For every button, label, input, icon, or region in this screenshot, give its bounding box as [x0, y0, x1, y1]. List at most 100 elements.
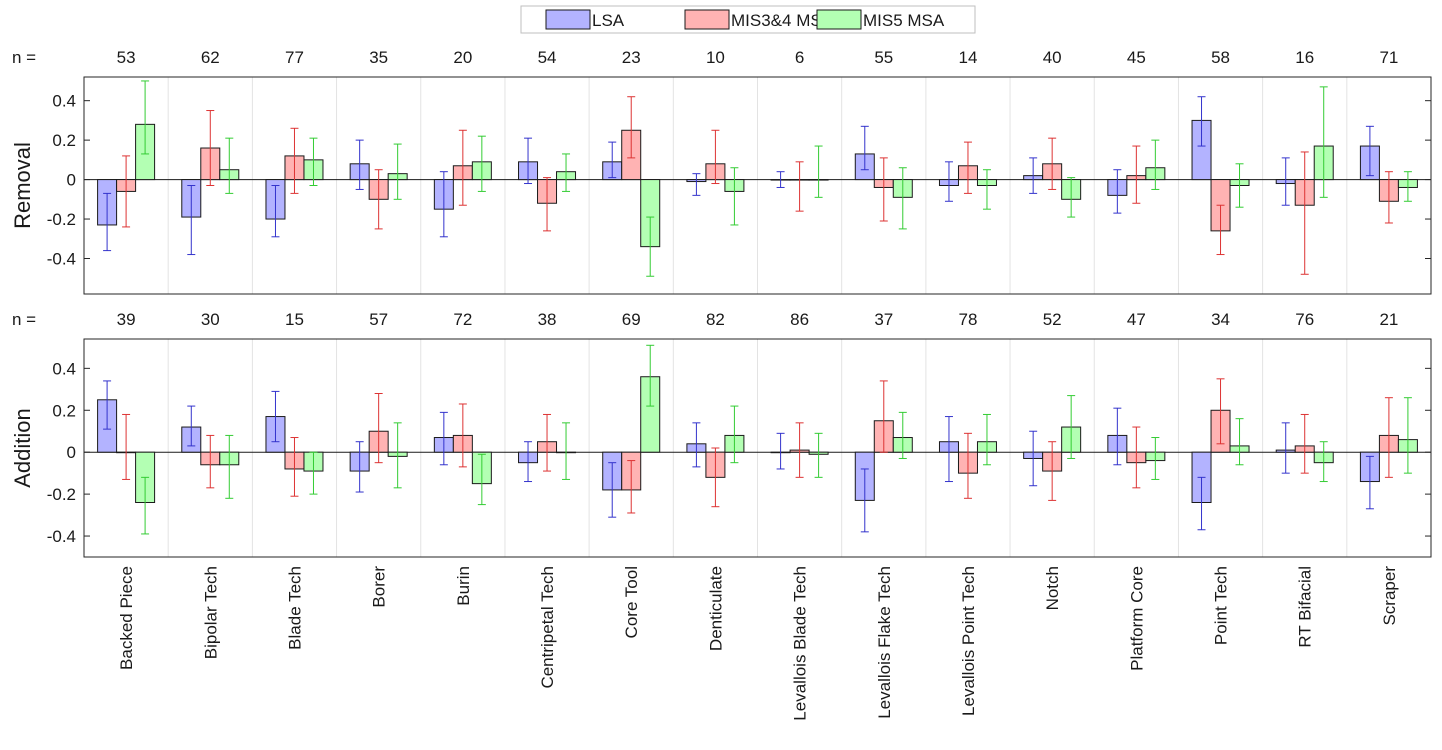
error-bar-mis3-4-msa-core-tool — [627, 460, 636, 514]
error-bar-mis5-msa-core-tool — [646, 344, 655, 407]
x-tick-label-rt-bifacial: RT Bifacial — [1296, 566, 1315, 648]
x-tick-label-borer: Borer — [370, 566, 389, 608]
legend-box — [520, 5, 976, 34]
error-bar-lsa-point-tech — [1197, 96, 1206, 147]
x-tick-label-levallois-blade-tech: Levallois Blade Tech — [791, 566, 810, 721]
error-bar-mis3-4-msa-levallois-flake-tech — [879, 157, 888, 222]
error-bar-lsa-bipolar-tech — [187, 185, 196, 256]
error-bar-lsa-point-tech — [1197, 476, 1206, 531]
error-bar-mis3-4-msa-rt-bifacial — [1300, 151, 1309, 275]
error-bar-mis3-4-msa-backed-piece — [122, 155, 131, 228]
error-bar-mis5-msa-bipolar-tech — [225, 434, 234, 499]
error-bar-mis5-msa-scraper — [1403, 171, 1412, 202]
x-tick-label-backed-piece: Backed Piece — [117, 566, 136, 670]
error-bar-mis5-msa-centripetal-tech — [562, 422, 571, 480]
error-bar-lsa-burin — [439, 411, 448, 466]
error-bar-lsa-levallois-point-tech — [944, 416, 953, 483]
error-bar-mis5-msa-notch — [1067, 177, 1076, 218]
error-bar-mis3-4-msa-backed-piece — [122, 413, 131, 480]
error-bar-lsa-rt-bifacial — [1281, 157, 1290, 206]
n-value-blade-tech: 77 — [285, 48, 304, 67]
error-bar-lsa-notch — [1029, 157, 1038, 194]
error-bar-mis3-4-msa-levallois-point-tech — [963, 141, 972, 194]
error-bar-mis3-4-msa-notch — [1048, 441, 1057, 501]
y-tick-label: -0.4 — [47, 249, 76, 268]
error-bar-mis5-msa-levallois-point-tech — [982, 169, 991, 210]
error-bar-mis5-msa-borer — [393, 422, 402, 489]
y-tick-label: -0.2 — [47, 210, 76, 229]
error-bar-mis3-4-msa-bipolar-tech — [206, 434, 215, 489]
error-bar-lsa-denticulate — [692, 422, 701, 468]
error-bar-lsa-levallois-flake-tech — [860, 468, 869, 533]
error-bar-mis5-msa-centripetal-tech — [562, 153, 571, 192]
error-bar-mis5-msa-rt-bifacial — [1319, 441, 1328, 483]
y-tick-label: -0.2 — [47, 485, 76, 504]
legend-label-mis3-4-msa: MIS3&4 MSA — [731, 11, 834, 30]
error-bar-mis3-4-msa-burin — [458, 129, 467, 206]
y-tick-label: 0.2 — [52, 131, 76, 150]
error-bar-mis3-4-msa-notch — [1048, 137, 1057, 190]
y-tick-label: -0.4 — [47, 527, 76, 546]
error-bar-mis3-4-msa-levallois-flake-tech — [879, 380, 888, 453]
n-value-burin: 20 — [453, 48, 472, 67]
error-bar-mis3-4-msa-bipolar-tech — [206, 110, 215, 186]
error-bar-mis5-msa-platform-core — [1151, 139, 1160, 190]
x-tick-label-denticulate: Denticulate — [706, 566, 725, 651]
error-bar-lsa-levallois-point-tech — [944, 161, 953, 202]
n-value-bipolar-tech: 30 — [201, 310, 220, 329]
n-value-levallois-blade-tech: 6 — [795, 48, 804, 67]
error-bar-mis5-msa-point-tech — [1235, 418, 1244, 466]
n-value-centripetal-tech: 54 — [538, 48, 557, 67]
legend-label-mis5-msa: MIS5 MSA — [863, 11, 945, 30]
n-value-borer: 35 — [369, 48, 388, 67]
error-bar-lsa-backed-piece — [103, 380, 112, 430]
legend-swatch-mis3-4-msa — [684, 9, 730, 30]
n-value-bipolar-tech: 62 — [201, 48, 220, 67]
error-bar-lsa-scraper — [1365, 455, 1374, 510]
error-bar-mis5-msa-backed-piece — [141, 476, 150, 535]
error-bar-mis5-msa-denticulate — [730, 167, 739, 226]
error-bar-mis5-msa-rt-bifacial — [1319, 86, 1328, 198]
error-bar-mis5-msa-denticulate — [730, 405, 739, 464]
x-tick-label-centripetal-tech: Centripetal Tech — [538, 566, 557, 689]
error-bar-mis3-4-msa-borer — [374, 393, 383, 464]
error-bar-mis3-4-msa-levallois-blade-tech — [795, 422, 804, 478]
n-value-platform-core: 45 — [1127, 48, 1146, 67]
x-tick-label-scraper: Scraper — [1380, 566, 1399, 626]
error-bar-mis5-msa-notch — [1067, 395, 1076, 459]
n-value-borer: 57 — [369, 310, 388, 329]
legend-label-lsa: LSA — [592, 11, 625, 30]
n-value-levallois-flake-tech: 37 — [874, 310, 893, 329]
x-tick-label-notch: Notch — [1043, 566, 1062, 610]
error-bar-lsa-levallois-blade-tech — [776, 432, 785, 470]
error-bar-lsa-levallois-blade-tech — [776, 171, 785, 188]
error-bar-mis3-4-msa-scraper — [1384, 397, 1393, 478]
error-bar-mis3-4-msa-centripetal-tech — [543, 177, 552, 232]
x-tick-label-point-tech: Point Tech — [1212, 566, 1231, 645]
n-value-core-tool: 69 — [622, 310, 641, 329]
error-bar-mis5-msa-levallois-flake-tech — [898, 411, 907, 459]
y-tick-label: 0 — [67, 443, 76, 462]
error-bar-mis3-4-msa-blade-tech — [290, 127, 299, 194]
error-bar-mis3-4-msa-platform-core — [1132, 145, 1141, 204]
error-bar-mis3-4-msa-scraper — [1384, 171, 1393, 224]
y-axis-label: Addition — [10, 408, 35, 488]
x-tick-label-platform-core: Platform Core — [1127, 566, 1146, 671]
error-bar-lsa-core-tool — [608, 141, 617, 179]
axes-frame — [83, 338, 1432, 558]
x-category-labels: Backed Piece Bipolar Tech Blade Tech Borer B… — [117, 566, 1399, 721]
error-bar-mis5-msa-levallois-point-tech — [982, 413, 991, 466]
error-bar-mis3-4-msa-burin — [458, 403, 467, 468]
error-bar-mis5-msa-levallois-blade-tech — [814, 432, 823, 478]
legend-swatch-lsa — [545, 9, 591, 30]
n-value-levallois-point-tech: 14 — [959, 48, 978, 67]
error-bar-mis5-msa-burin — [477, 135, 486, 192]
error-bar-lsa-levallois-flake-tech — [860, 125, 869, 171]
error-bar-lsa-platform-core — [1113, 169, 1122, 214]
n-value-centripetal-tech: 38 — [538, 310, 557, 329]
n-value-point-tech: 58 — [1211, 48, 1230, 67]
n-value-levallois-point-tech: 78 — [959, 310, 978, 329]
y-tick-label: 0 — [67, 171, 76, 190]
n-value-rt-bifacial: 16 — [1295, 48, 1314, 67]
error-bar-mis5-msa-scraper — [1403, 397, 1412, 474]
